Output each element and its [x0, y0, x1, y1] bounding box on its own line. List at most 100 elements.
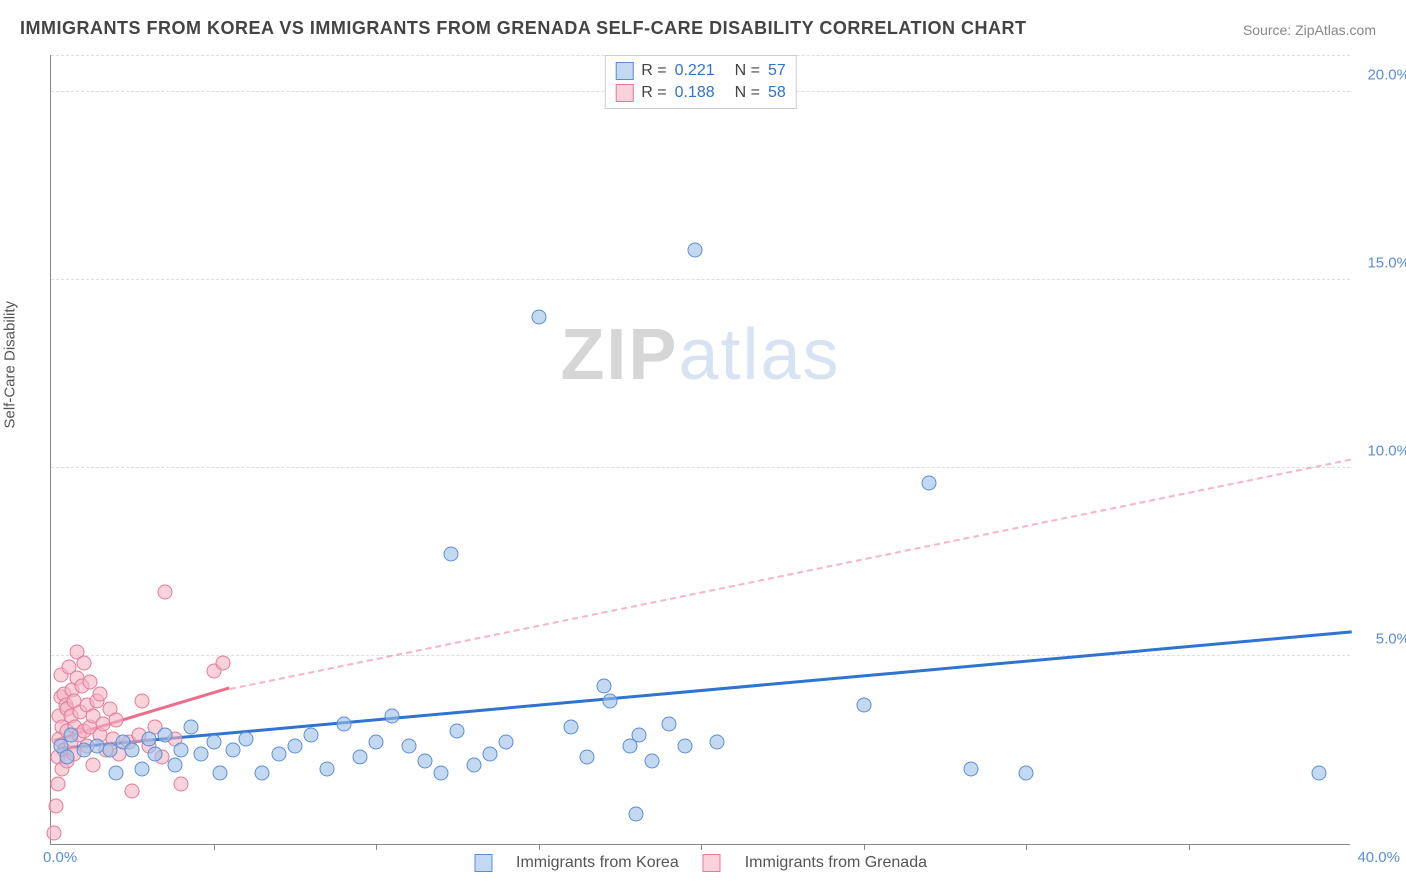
x-tick: [701, 844, 702, 850]
trendline-blue: [57, 630, 1351, 750]
scatter-plot: ZIPatlas R = 0.221 N = 57 R = 0.188 N = …: [50, 55, 1350, 845]
data-point-blue: [499, 735, 514, 750]
swatch-pink: [703, 854, 721, 872]
data-point-blue: [320, 761, 335, 776]
data-point-blue: [109, 765, 124, 780]
data-point-blue: [183, 720, 198, 735]
data-point-blue: [677, 739, 692, 754]
data-point-blue: [135, 761, 150, 776]
data-point-blue: [417, 754, 432, 769]
data-point-pink: [125, 784, 140, 799]
data-point-blue: [255, 765, 270, 780]
data-point-blue: [450, 724, 465, 739]
data-point-pink: [157, 584, 172, 599]
data-point-blue: [963, 761, 978, 776]
data-point-blue: [385, 709, 400, 724]
data-point-pink: [76, 656, 91, 671]
data-point-blue: [141, 731, 156, 746]
data-point-blue: [167, 758, 182, 773]
data-point-blue: [304, 727, 319, 742]
data-point-blue: [596, 679, 611, 694]
data-point-blue: [213, 765, 228, 780]
data-point-blue: [336, 716, 351, 731]
legend-row-blue: R = 0.221 N = 57: [615, 60, 786, 82]
data-point-blue: [434, 765, 449, 780]
data-point-blue: [193, 746, 208, 761]
data-point-blue: [157, 727, 172, 742]
x-tick-max: 40.0%: [1357, 849, 1400, 866]
x-tick: [1189, 844, 1190, 850]
data-point-blue: [603, 694, 618, 709]
data-point-blue: [239, 731, 254, 746]
r-value-blue: 0.221: [675, 62, 715, 80]
data-point-blue: [63, 727, 78, 742]
n-value-pink: 58: [768, 84, 786, 102]
data-point-blue: [271, 746, 286, 761]
data-point-blue: [856, 697, 871, 712]
y-axis-label: Self-Care Disability: [2, 301, 19, 429]
data-point-blue: [482, 746, 497, 761]
data-point-blue: [369, 735, 384, 750]
swatch-blue: [615, 62, 633, 80]
data-point-pink: [109, 712, 124, 727]
legend-row-pink: R = 0.188 N = 58: [615, 82, 786, 104]
data-point-blue: [287, 739, 302, 754]
data-point-pink: [86, 758, 101, 773]
data-point-blue: [352, 750, 367, 765]
n-value-blue: 57: [768, 62, 786, 80]
x-tick: [539, 844, 540, 850]
series-label-pink: Immigrants from Grenada: [745, 854, 927, 872]
chart-title: IMMIGRANTS FROM KOREA VS IMMIGRANTS FROM…: [20, 18, 1026, 39]
data-point-pink: [50, 776, 65, 791]
watermark-atlas: atlas: [678, 315, 840, 395]
r-label: R =: [641, 84, 666, 102]
r-value-pink: 0.188: [675, 84, 715, 102]
data-point-pink: [47, 825, 62, 840]
data-point-blue: [466, 758, 481, 773]
y-tick-label: 15.0%: [1367, 254, 1406, 271]
data-point-blue: [226, 742, 241, 757]
data-point-blue: [629, 806, 644, 821]
y-tick-label: 5.0%: [1376, 630, 1406, 647]
data-point-blue: [174, 742, 189, 757]
data-point-blue: [1311, 765, 1326, 780]
x-tick: [214, 844, 215, 850]
legend-correlation: R = 0.221 N = 57 R = 0.188 N = 58: [604, 55, 797, 109]
data-point-blue: [60, 750, 75, 765]
data-point-blue: [1019, 765, 1034, 780]
y-tick-label: 20.0%: [1367, 66, 1406, 83]
data-point-blue: [645, 754, 660, 769]
swatch-pink: [615, 84, 633, 102]
n-label: N =: [735, 84, 760, 102]
data-point-blue: [921, 475, 936, 490]
data-point-blue: [531, 310, 546, 325]
source-label: Source: ZipAtlas.com: [1243, 22, 1376, 38]
y-tick-label: 10.0%: [1367, 442, 1406, 459]
data-point-pink: [92, 686, 107, 701]
data-point-blue: [443, 547, 458, 562]
watermark: ZIPatlas: [560, 314, 840, 396]
data-point-pink: [216, 656, 231, 671]
data-point-blue: [580, 750, 595, 765]
data-point-blue: [661, 716, 676, 731]
data-point-pink: [48, 799, 63, 814]
data-point-blue: [148, 746, 163, 761]
x-tick: [1026, 844, 1027, 850]
data-point-blue: [632, 727, 647, 742]
x-tick-min: 0.0%: [43, 849, 77, 866]
data-point-blue: [710, 735, 725, 750]
n-label: N =: [735, 62, 760, 80]
data-point-pink: [135, 694, 150, 709]
data-point-blue: [125, 742, 140, 757]
data-point-blue: [564, 720, 579, 735]
data-point-pink: [174, 776, 189, 791]
data-point-blue: [687, 242, 702, 257]
legend-series: Immigrants from Korea Immigrants from Gr…: [474, 854, 927, 872]
data-point-blue: [206, 735, 221, 750]
x-tick: [376, 844, 377, 850]
swatch-blue: [474, 854, 492, 872]
r-label: R =: [641, 62, 666, 80]
data-point-blue: [401, 739, 416, 754]
gridline: [51, 467, 1350, 468]
series-label-blue: Immigrants from Korea: [516, 854, 679, 872]
